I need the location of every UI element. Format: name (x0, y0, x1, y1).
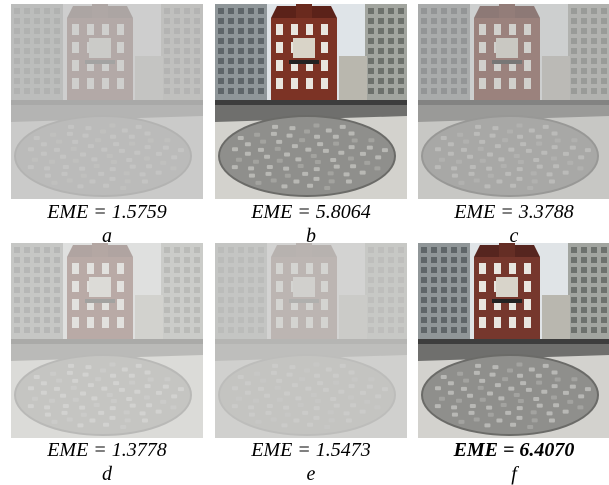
photo-f (418, 243, 609, 438)
street-scene-image (11, 4, 203, 199)
panel-label-e: e (306, 463, 316, 485)
panel-label-c: c (509, 225, 519, 247)
eme-value-b: EME = 5.8064 (251, 201, 371, 223)
eme-value-d: EME = 1.3778 (47, 439, 167, 461)
photo-c (418, 4, 609, 199)
photo-b (215, 4, 407, 199)
panel-label-a: a (102, 225, 112, 247)
panel-label-b: b (306, 225, 316, 247)
eme-value-c: EME = 3.3788 (454, 201, 574, 223)
street-scene-image (418, 4, 609, 199)
panel-label-f: f (511, 463, 517, 485)
eme-value-f: EME = 6.4070 (453, 439, 575, 461)
street-scene-image (215, 243, 407, 438)
street-scene-image (215, 4, 407, 199)
street-scene-image (418, 243, 609, 438)
street-scene-image (11, 243, 203, 438)
eme-value-a: EME = 1.5759 (47, 201, 167, 223)
photo-d (11, 243, 203, 438)
panel-label-d: d (102, 463, 112, 485)
eme-value-e: EME = 1.5473 (251, 439, 371, 461)
photo-a (11, 4, 203, 199)
photo-e (215, 243, 407, 438)
